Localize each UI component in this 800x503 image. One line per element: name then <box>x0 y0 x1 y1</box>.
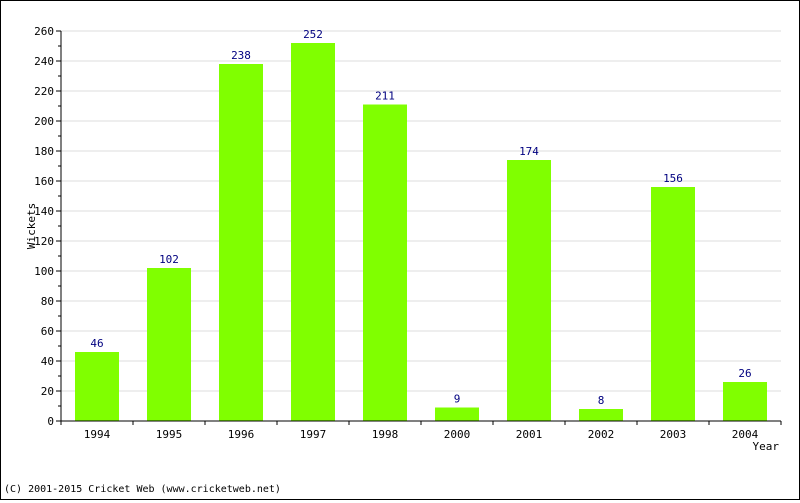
y-tick-label: 20 <box>41 385 54 398</box>
value-label-2000: 9 <box>454 393 461 406</box>
y-tick-label: 140 <box>34 205 54 218</box>
value-label-1995: 102 <box>159 253 179 266</box>
value-label-1997: 252 <box>303 28 323 41</box>
bar-1996 <box>219 64 263 421</box>
value-labels: 46 102 238 252 211 9 174 8 156 26 <box>90 28 751 407</box>
axes <box>56 30 782 425</box>
x-tick-label-2000: 2000 <box>444 428 471 441</box>
value-label-1994: 46 <box>90 337 103 350</box>
x-tick-label-2001: 2001 <box>516 428 543 441</box>
x-axis-label: Year <box>753 440 780 453</box>
bar-2000 <box>435 407 479 421</box>
bar-2004 <box>723 382 767 421</box>
x-tick-label-2004: 2004 <box>732 428 759 441</box>
bar-2003 <box>651 187 695 421</box>
x-tick-label-1995: 1995 <box>156 428 183 441</box>
x-tick-label-2003: 2003 <box>660 428 687 441</box>
x-tick-label-1996: 1996 <box>228 428 255 441</box>
y-tick-label: 160 <box>34 175 54 188</box>
x-tick-labels: 1994 1995 1996 1997 1998 2000 2001 2002 2003 2004 <box>84 428 759 441</box>
bar-1994 <box>75 352 119 421</box>
y-tick-label: 220 <box>34 85 54 98</box>
value-label-2001: 174 <box>519 145 539 158</box>
y-tick-label: 240 <box>34 55 54 68</box>
bars <box>75 43 767 421</box>
value-label-1996: 238 <box>231 49 251 62</box>
y-tick-label: 120 <box>34 235 54 248</box>
y-axis-label: Wickets <box>25 203 38 249</box>
value-label-1998: 211 <box>375 90 395 103</box>
x-tick-label-1998: 1998 <box>372 428 399 441</box>
bar-1998 <box>363 104 407 421</box>
y-tick-label: 60 <box>41 325 54 338</box>
y-tick-label: 180 <box>34 145 54 158</box>
y-tick-label: 0 <box>47 415 54 428</box>
y-tick-label: 200 <box>34 115 54 128</box>
x-tick-label-2002: 2002 <box>588 428 615 441</box>
y-tick-label: 100 <box>34 265 54 278</box>
bar-2001 <box>507 160 551 421</box>
bar-1995 <box>147 268 191 421</box>
x-tick-label-1994: 1994 <box>84 428 111 441</box>
y-tick-label: 80 <box>41 295 54 308</box>
y-tick-label: 260 <box>34 25 54 38</box>
bar-1997 <box>291 43 335 421</box>
bar-2002 <box>579 409 623 421</box>
value-label-2004: 26 <box>738 367 751 380</box>
y-tick-label: 40 <box>41 355 54 368</box>
x-tick-label-1997: 1997 <box>300 428 327 441</box>
copyright-footer: (C) 2001-2015 Cricket Web (www.cricketwe… <box>4 484 281 495</box>
value-label-2003: 156 <box>663 172 683 185</box>
value-label-2002: 8 <box>598 394 605 407</box>
y-tick-labels: 0 20 40 60 80 100 120 140 160 180 200 220 240 260 <box>34 25 54 428</box>
